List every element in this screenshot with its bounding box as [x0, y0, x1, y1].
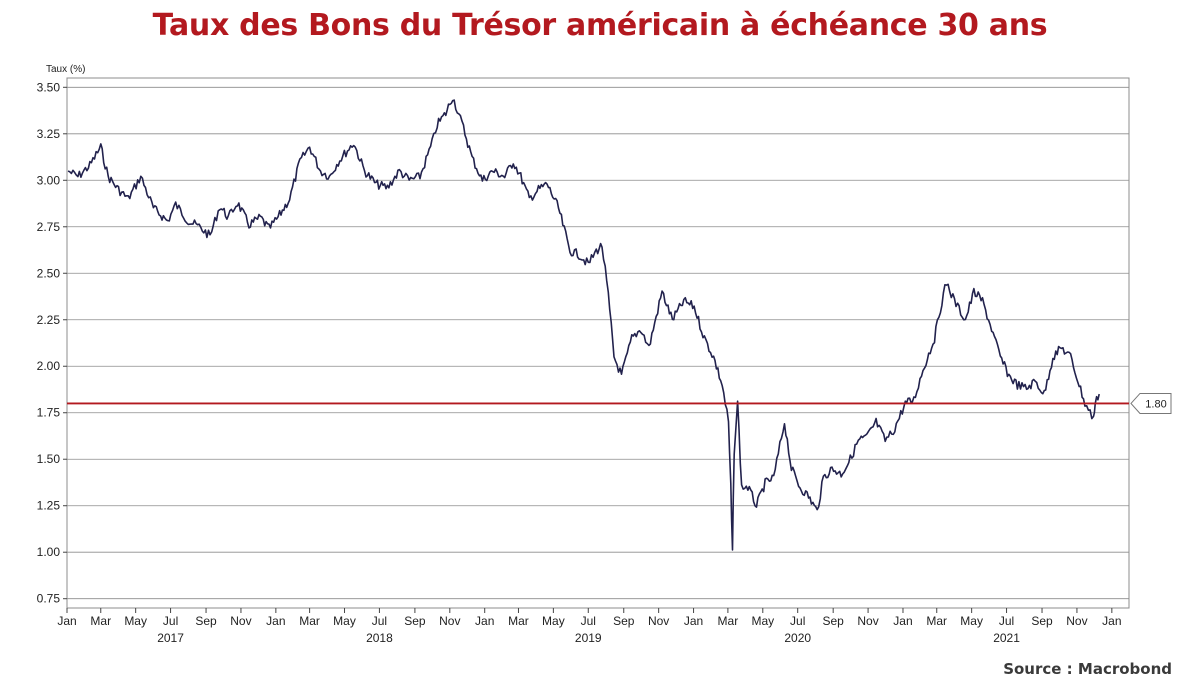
- x-tick-label: Jan: [475, 614, 494, 628]
- year-label: 2019: [575, 631, 602, 645]
- year-label: 2020: [784, 631, 811, 645]
- year-labels: 2017 2018 2019 2020 2021: [157, 631, 1020, 645]
- x-tick-label: Jul: [163, 614, 178, 628]
- x-tick-label: Sep: [822, 614, 844, 628]
- x-tick-label: Jan: [1102, 614, 1121, 628]
- reference-flag: [1130, 392, 1172, 414]
- year-label: 2017: [157, 631, 184, 645]
- x-tick-label: Mar: [926, 614, 947, 628]
- x-tick-label: Nov: [648, 614, 669, 628]
- year-label: 2021: [993, 631, 1020, 645]
- x-tick-label: Jul: [581, 614, 596, 628]
- x-tick-label: Jul: [790, 614, 805, 628]
- plot-frame: [66, 77, 1130, 609]
- y-tick-labels: 3.50 3.25 3.00 2.75 2.50 2.25 2.00 1.75 1.50 1.25…: [37, 80, 67, 606]
- grid-lines: [67, 86, 1129, 600]
- x-tick-label: Nov: [1066, 614, 1087, 628]
- x-tick-label: May: [542, 614, 565, 628]
- y-tick-label: 3.25: [37, 127, 61, 141]
- year-label: 2018: [366, 631, 393, 645]
- x-tick-label: Jan: [57, 614, 76, 628]
- y-axis-label: Taux (%): [46, 64, 85, 75]
- x-tick-label: Jul: [372, 614, 387, 628]
- x-tick-label: Sep: [613, 614, 635, 628]
- source-note: Source : Macrobond: [1003, 660, 1172, 678]
- x-tick-label: Jan: [893, 614, 912, 628]
- y-tick-label: 2.00: [37, 359, 61, 373]
- x-tick-label: Mar: [718, 614, 739, 628]
- x-tick-label: Jan: [266, 614, 285, 628]
- x-tick-label: Mar: [90, 614, 111, 628]
- x-tick-label: Sep: [404, 614, 426, 628]
- x-tick-label: Mar: [299, 614, 320, 628]
- y-tick-label: 1.00: [37, 545, 61, 559]
- reference-label: 1.80: [1145, 398, 1166, 410]
- y-tick-label: 1.50: [37, 452, 61, 466]
- reference-group: 1.80: [67, 392, 1172, 414]
- x-tick-label: May: [124, 614, 147, 628]
- series-group: [67, 99, 1100, 551]
- x-tick-label: Nov: [439, 614, 460, 628]
- y-tick-label: 1.75: [37, 406, 61, 420]
- series-line: [67, 99, 1100, 551]
- y-tick-label: 3.50: [37, 80, 61, 94]
- x-tick-label: Sep: [195, 614, 217, 628]
- x-tick-label: Mar: [508, 614, 529, 628]
- x-tick-label: Jul: [999, 614, 1014, 628]
- y-tick-label: 2.75: [37, 220, 61, 234]
- x-tick-label: Jan: [684, 614, 703, 628]
- x-tick-label: May: [333, 614, 356, 628]
- x-tick-label: May: [751, 614, 774, 628]
- x-tick-label: Sep: [1031, 614, 1053, 628]
- y-tick-label: 3.00: [37, 173, 61, 187]
- x-tick-label: Nov: [230, 614, 251, 628]
- y-tick-label: 2.50: [37, 266, 61, 280]
- y-tick-label: 0.75: [37, 592, 61, 606]
- y-tick-label: 2.25: [37, 313, 61, 327]
- y-tick-label: 1.25: [37, 499, 61, 513]
- x-tick-label: May: [960, 614, 983, 628]
- x-tick-label: Nov: [857, 614, 878, 628]
- x-tick-labels: Jan Mar May Jul Sep Nov Jan Mar May Jul Sep Nov Jan M…: [57, 608, 1122, 628]
- chart-title: Taux des Bons du Trésor américain à éché…: [152, 8, 1048, 43]
